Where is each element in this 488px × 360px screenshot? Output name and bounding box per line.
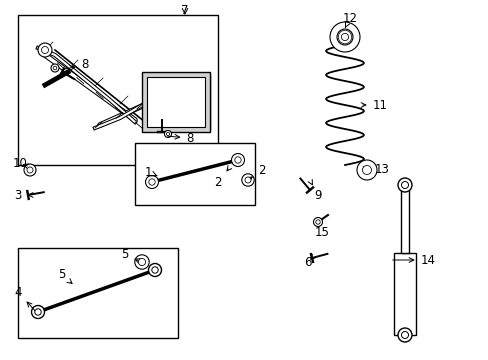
- Text: 1: 1: [144, 166, 157, 179]
- Text: 9: 9: [307, 180, 321, 202]
- Text: 15: 15: [314, 225, 329, 239]
- Circle shape: [336, 29, 352, 45]
- Circle shape: [241, 174, 254, 186]
- Circle shape: [401, 181, 407, 189]
- Circle shape: [24, 164, 36, 176]
- Circle shape: [164, 131, 171, 138]
- Text: 5: 5: [121, 248, 140, 263]
- Circle shape: [341, 33, 348, 41]
- Text: 4: 4: [14, 285, 36, 312]
- Circle shape: [41, 46, 48, 54]
- Bar: [18, 15, 218, 165]
- Bar: [400, 185, 408, 252]
- Circle shape: [244, 177, 250, 183]
- Text: 2: 2: [246, 163, 265, 181]
- Circle shape: [231, 153, 244, 166]
- Circle shape: [234, 157, 241, 163]
- Text: 11: 11: [361, 99, 386, 112]
- Circle shape: [338, 30, 351, 44]
- Circle shape: [53, 66, 57, 70]
- Text: 2: 2: [214, 166, 231, 189]
- Circle shape: [397, 178, 411, 192]
- Circle shape: [362, 166, 371, 175]
- Circle shape: [356, 160, 376, 180]
- Circle shape: [329, 22, 359, 52]
- Text: 13: 13: [362, 162, 388, 176]
- Bar: [145, 75, 209, 130]
- Bar: [135, 143, 254, 205]
- Bar: [18, 248, 178, 338]
- Circle shape: [35, 309, 41, 315]
- Circle shape: [151, 267, 158, 273]
- Text: 8: 8: [167, 131, 193, 144]
- Text: 7: 7: [181, 4, 188, 17]
- Circle shape: [148, 264, 161, 276]
- Circle shape: [135, 255, 149, 269]
- Circle shape: [31, 306, 44, 319]
- Circle shape: [397, 328, 411, 342]
- Circle shape: [145, 175, 158, 189]
- Circle shape: [148, 179, 155, 185]
- Bar: [147, 77, 204, 127]
- Circle shape: [138, 258, 145, 266]
- Circle shape: [313, 217, 322, 226]
- Bar: [393, 252, 415, 335]
- Text: 6: 6: [304, 254, 315, 269]
- Text: 8: 8: [62, 58, 88, 72]
- Circle shape: [315, 220, 320, 224]
- Circle shape: [27, 167, 33, 173]
- Text: 5: 5: [58, 269, 72, 284]
- Text: 10: 10: [13, 157, 29, 170]
- Circle shape: [401, 332, 407, 338]
- Bar: [142, 72, 209, 132]
- Circle shape: [166, 132, 169, 136]
- Circle shape: [51, 64, 59, 72]
- Text: 3: 3: [14, 189, 33, 202]
- Text: 12: 12: [342, 12, 357, 27]
- Circle shape: [38, 43, 52, 57]
- Text: 14: 14: [392, 253, 435, 266]
